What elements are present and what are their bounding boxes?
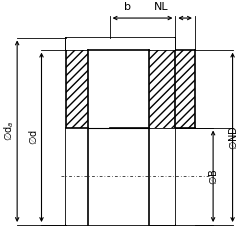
Bar	[148, 128, 176, 225]
Text: $\emptyset$ND: $\emptyset$ND	[226, 125, 238, 150]
Bar	[88, 50, 110, 128]
Bar	[66, 50, 88, 128]
Text: $\emptyset$B: $\emptyset$B	[207, 168, 219, 184]
Bar	[66, 128, 88, 225]
Text: $\emptyset$d: $\emptyset$d	[27, 130, 39, 145]
Bar	[66, 38, 176, 50]
Text: b: b	[124, 2, 132, 12]
Text: NL: NL	[154, 2, 168, 12]
Bar	[88, 50, 148, 225]
Bar	[110, 50, 148, 128]
Bar	[148, 50, 195, 128]
Text: $\emptyset$d$_a$: $\emptyset$d$_a$	[2, 121, 16, 142]
